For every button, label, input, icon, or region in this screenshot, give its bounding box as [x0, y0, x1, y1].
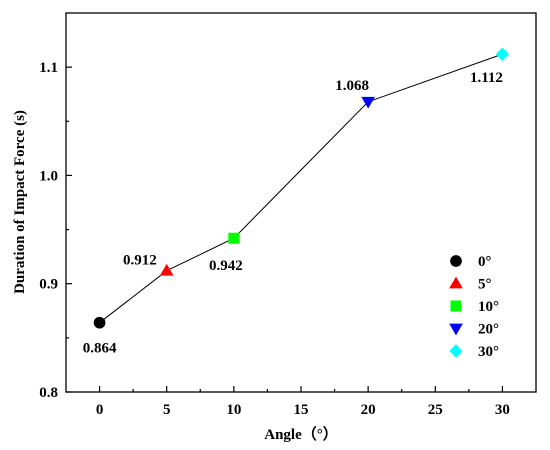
legend-label: 0° — [478, 254, 492, 270]
x-tick-label: 15 — [294, 402, 309, 418]
x-tick-label: 30 — [495, 402, 510, 418]
y-tick-label: 1.0 — [39, 168, 58, 184]
x-ticks: 0 5 10 15 20 25 30 — [96, 386, 510, 418]
plot-frame — [65, 12, 537, 393]
x-tick-label: 10 — [226, 402, 241, 418]
data-label: 0.864 — [83, 341, 117, 357]
y-ticks: 0.8 0.9 1.0 1.1 — [39, 60, 72, 401]
legend-label: 20° — [478, 322, 499, 338]
data-label: 0.942 — [209, 258, 243, 274]
axes — [65, 12, 537, 393]
y-tick-label: 0.9 — [39, 277, 58, 293]
legend-label: 30° — [478, 344, 499, 360]
legend-label: 10° — [478, 299, 499, 315]
x-tick-label: 0 — [96, 402, 104, 418]
data-point — [93, 316, 106, 329]
x-tick-label: 5 — [163, 402, 171, 418]
legend-marker — [449, 344, 463, 358]
y-tick-label: 1.1 — [39, 60, 58, 76]
legend-marker — [449, 276, 463, 289]
data-markers — [93, 47, 509, 329]
data-labels: 0.864 0.912 0.942 1.068 1.112 — [83, 70, 503, 357]
series-line — [99, 53, 503, 324]
data-label: 0.912 — [123, 253, 157, 269]
x-axis-title: Angle（°） — [264, 425, 338, 443]
data-point — [495, 47, 509, 61]
y-axis-title: Duration of Impact Force (s) — [12, 110, 28, 294]
legend-marker — [450, 255, 462, 267]
data-label: 1.068 — [335, 78, 369, 94]
y-tick-label: 0.8 — [39, 385, 58, 401]
legend-marker — [450, 300, 462, 312]
x-tick-label: 20 — [361, 402, 376, 418]
legend-marker — [449, 323, 463, 336]
legend-label: 5° — [478, 277, 492, 293]
data-point — [361, 96, 375, 109]
x-tick-label: 25 — [428, 402, 443, 418]
data-label: 1.112 — [470, 70, 503, 86]
data-point — [159, 263, 174, 276]
legend: 0° 5° 10° 20° 30° — [449, 254, 499, 360]
data-point — [228, 232, 240, 244]
